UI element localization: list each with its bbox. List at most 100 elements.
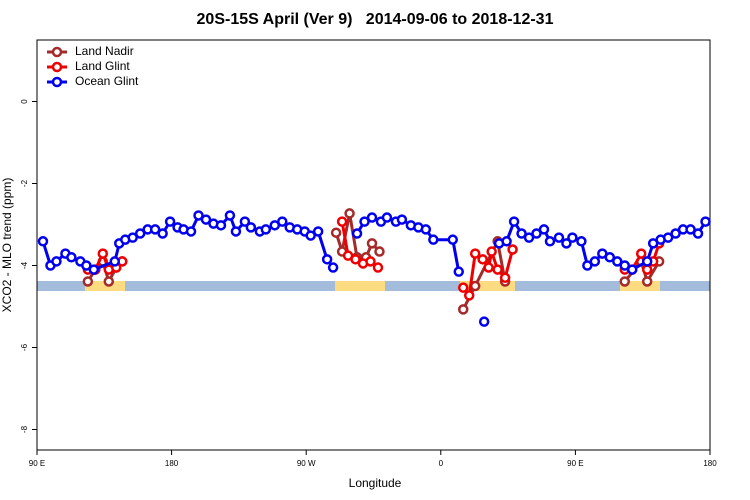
land-band — [620, 281, 660, 291]
chart-title: 20S-15S April (Ver 9) 2014-09-06 to 2018… — [197, 11, 554, 28]
data-point — [589, 256, 601, 267]
data-point — [457, 282, 469, 293]
data-point — [486, 246, 497, 257]
data-point — [453, 266, 464, 277]
legend-label: Land Nadir — [75, 44, 134, 58]
data-point — [239, 216, 251, 227]
y-tick-label: -6 — [20, 343, 29, 351]
data-point — [164, 216, 176, 227]
data-point — [561, 238, 572, 249]
data-point — [200, 214, 212, 225]
data-point — [523, 232, 535, 243]
data-point — [469, 248, 481, 259]
data-point — [538, 224, 550, 235]
data-point — [97, 248, 109, 259]
data-point — [327, 262, 339, 273]
data-point — [576, 236, 587, 247]
data-point — [103, 276, 115, 287]
land-band — [460, 281, 515, 291]
data-point — [305, 230, 316, 241]
data-point — [582, 260, 593, 271]
data-point — [260, 224, 272, 235]
land-ocean-band — [37, 281, 710, 291]
data-point — [544, 236, 556, 247]
data-point — [134, 228, 146, 239]
data-point — [508, 216, 520, 227]
data-point — [359, 216, 370, 227]
data-point — [420, 224, 432, 235]
data-point — [336, 216, 348, 227]
x-axis-label: Longitude — [349, 476, 402, 490]
data-point — [478, 316, 490, 327]
legend-marker — [51, 61, 63, 73]
data-point — [477, 254, 488, 265]
data-point — [312, 226, 324, 237]
data-point — [447, 234, 459, 245]
data-point — [507, 244, 518, 255]
data-point — [428, 234, 439, 245]
y-tick-label: -8 — [20, 425, 29, 433]
data-point — [245, 222, 257, 233]
data-point — [692, 228, 704, 239]
legend-label: Land Glint — [75, 59, 130, 73]
data-point — [641, 276, 653, 287]
data-point — [670, 228, 681, 239]
data-point — [501, 236, 512, 247]
data-point — [37, 236, 49, 247]
legend-label: Ocean Glint — [75, 74, 139, 88]
data-point — [516, 228, 527, 239]
data-point — [157, 228, 168, 239]
data-point — [66, 252, 77, 263]
x-tick-label: 90 E — [567, 459, 583, 468]
data-point — [641, 256, 653, 267]
data-point — [662, 232, 674, 243]
data-point — [483, 262, 494, 273]
data-point — [366, 212, 378, 223]
x-tick-label: 180 — [703, 459, 717, 468]
y-axis-label: XCO2 - MLO trend (ppm) — [0, 178, 14, 313]
x-tick-label: 0 — [439, 459, 444, 468]
data-point — [685, 224, 696, 235]
data-point — [109, 256, 121, 267]
data-point — [277, 216, 288, 227]
data-point — [321, 254, 333, 265]
data-point — [619, 260, 631, 271]
data-point — [350, 254, 361, 265]
data-point — [88, 264, 100, 275]
y-tick-label: -4 — [20, 261, 29, 269]
data-point — [626, 264, 638, 275]
data-point — [215, 220, 227, 231]
data-point — [351, 228, 363, 239]
data-point — [230, 226, 242, 237]
data-point — [51, 256, 62, 267]
data-point — [82, 276, 94, 287]
data-point — [381, 212, 393, 223]
data-point — [127, 232, 138, 243]
data-point — [224, 210, 236, 221]
legend-marker — [51, 76, 63, 88]
legend-marker — [51, 46, 63, 58]
data-point — [553, 232, 565, 243]
data-point — [396, 214, 408, 225]
data-point — [700, 216, 711, 227]
data-point — [499, 272, 511, 284]
data-point — [366, 238, 378, 249]
x-tick-label: 90 E — [29, 459, 45, 468]
data-point — [492, 264, 503, 275]
x-tick-label: 180 — [165, 459, 179, 468]
x-tick-label: 90 W — [297, 459, 316, 468]
data-point — [330, 227, 342, 238]
land-band — [335, 281, 385, 291]
data-point — [457, 304, 469, 315]
land-band — [85, 281, 125, 291]
data-point — [463, 290, 475, 301]
data-point — [641, 264, 653, 275]
data-point — [604, 252, 616, 263]
data-point — [619, 276, 631, 287]
data-point — [344, 208, 355, 219]
data-point — [185, 226, 197, 237]
data-point — [531, 228, 542, 239]
data-point — [635, 248, 647, 259]
data-point — [149, 224, 161, 235]
